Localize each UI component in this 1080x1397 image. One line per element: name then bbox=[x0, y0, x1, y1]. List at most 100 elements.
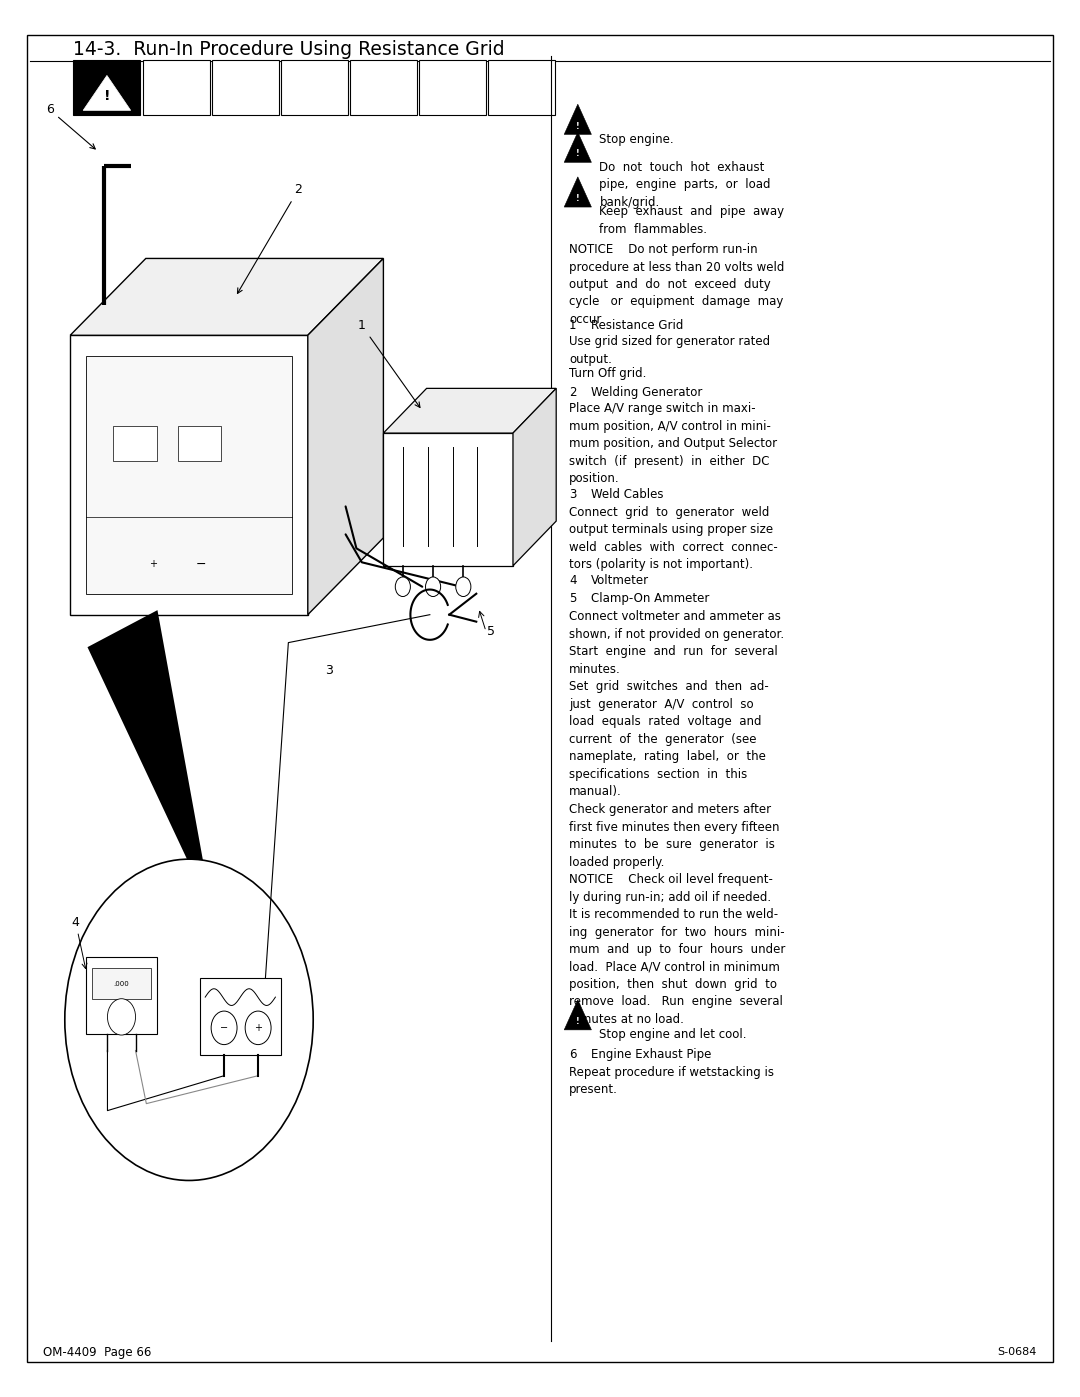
Text: 6: 6 bbox=[569, 1048, 577, 1060]
Text: Do  not  touch  hot  exhaust: Do not touch hot exhaust bbox=[599, 161, 765, 173]
Bar bbox=[281, 60, 348, 115]
Text: NOTICE    Do not perform run-in: NOTICE Do not perform run-in bbox=[569, 243, 758, 256]
Text: current  of  the  generator  (see: current of the generator (see bbox=[569, 732, 757, 746]
Text: Clamp-On Ammeter: Clamp-On Ammeter bbox=[591, 592, 710, 605]
Text: !: ! bbox=[104, 89, 110, 103]
Text: NOTICE    Check oil level frequent-: NOTICE Check oil level frequent- bbox=[569, 873, 773, 886]
Text: 6: 6 bbox=[45, 103, 95, 149]
Circle shape bbox=[212, 1011, 238, 1045]
Bar bbox=[70, 335, 308, 615]
Text: Stop engine and let cool.: Stop engine and let cool. bbox=[599, 1028, 747, 1041]
Text: −: − bbox=[220, 1023, 228, 1032]
Circle shape bbox=[245, 1011, 271, 1045]
Text: Turn Off grid.: Turn Off grid. bbox=[569, 367, 647, 380]
Text: weld  cables  with  correct  connec-: weld cables with correct connec- bbox=[569, 541, 778, 553]
Text: Check generator and meters after: Check generator and meters after bbox=[569, 803, 771, 816]
Text: 14-3.  Run-In Procedure Using Resistance Grid: 14-3. Run-In Procedure Using Resistance … bbox=[73, 39, 505, 59]
Text: It is recommended to run the weld-: It is recommended to run the weld- bbox=[569, 908, 779, 921]
Circle shape bbox=[107, 999, 136, 1035]
Text: tors (polarity is not important).: tors (polarity is not important). bbox=[569, 557, 753, 571]
Bar bbox=[143, 60, 210, 115]
Bar bbox=[212, 60, 279, 115]
Text: specifications  section  in  this: specifications section in this bbox=[569, 768, 747, 781]
Text: 3: 3 bbox=[325, 664, 334, 678]
Polygon shape bbox=[87, 610, 205, 876]
Text: procedure at less than 20 volts weld: procedure at less than 20 volts weld bbox=[569, 261, 784, 274]
Polygon shape bbox=[513, 388, 556, 566]
Bar bbox=[419, 60, 486, 115]
Text: 5: 5 bbox=[487, 624, 496, 638]
Text: switch  (if  present)  in  either  DC: switch (if present) in either DC bbox=[569, 455, 770, 468]
Circle shape bbox=[426, 577, 441, 597]
Text: minutes  to  be  sure  generator  is: minutes to be sure generator is bbox=[569, 838, 775, 851]
Text: Engine Exhaust Pipe: Engine Exhaust Pipe bbox=[591, 1048, 711, 1060]
Polygon shape bbox=[383, 388, 556, 433]
Text: Set  grid  switches  and  then  ad-: Set grid switches and then ad- bbox=[569, 680, 769, 693]
Text: loaded properly.: loaded properly. bbox=[569, 855, 664, 869]
Text: Connect voltmeter and ammeter as: Connect voltmeter and ammeter as bbox=[569, 610, 781, 623]
Text: !: ! bbox=[576, 122, 580, 130]
Text: minutes at no load.: minutes at no load. bbox=[569, 1013, 684, 1025]
Text: output terminals using proper size: output terminals using proper size bbox=[569, 522, 773, 536]
Text: !: ! bbox=[576, 1017, 580, 1025]
Bar bbox=[488, 60, 555, 115]
Polygon shape bbox=[564, 133, 592, 162]
Bar bbox=[178, 426, 221, 461]
Text: occur.: occur. bbox=[569, 313, 604, 326]
Text: −: − bbox=[195, 557, 206, 571]
Text: ly during run-in; add oil if needed.: ly during run-in; add oil if needed. bbox=[569, 891, 771, 904]
Text: 2: 2 bbox=[569, 386, 577, 398]
Text: 5: 5 bbox=[569, 592, 577, 605]
Text: Place A/V range switch in maxi-: Place A/V range switch in maxi- bbox=[569, 402, 756, 415]
Text: Welding Generator: Welding Generator bbox=[591, 386, 702, 398]
Text: output  and  do  not  exceed  duty: output and do not exceed duty bbox=[569, 278, 771, 291]
Text: Connect  grid  to  generator  weld: Connect grid to generator weld bbox=[569, 506, 770, 518]
Text: first five minutes then every fifteen: first five minutes then every fifteen bbox=[569, 821, 780, 834]
Text: S-0684: S-0684 bbox=[998, 1347, 1037, 1358]
Bar bbox=[383, 433, 513, 566]
Text: shown, if not provided on generator.: shown, if not provided on generator. bbox=[569, 629, 784, 641]
Text: mum  and  up  to  four  hours  under: mum and up to four hours under bbox=[569, 943, 785, 956]
Polygon shape bbox=[308, 258, 383, 615]
Text: output.: output. bbox=[569, 352, 612, 366]
Text: 4: 4 bbox=[569, 574, 577, 587]
Bar bbox=[350, 60, 417, 115]
Polygon shape bbox=[70, 258, 383, 335]
Text: !: ! bbox=[576, 149, 580, 158]
Text: nameplate,  rating  label,  or  the: nameplate, rating label, or the bbox=[569, 750, 766, 763]
Polygon shape bbox=[564, 177, 592, 207]
Text: pipe,  engine  parts,  or  load: pipe, engine parts, or load bbox=[599, 177, 771, 191]
Text: just  generator  A/V  control  so: just generator A/V control so bbox=[569, 697, 754, 711]
Text: !: ! bbox=[576, 194, 580, 203]
Text: load  equals  rated  voltage  and: load equals rated voltage and bbox=[569, 715, 761, 728]
Text: Stop engine.: Stop engine. bbox=[599, 133, 674, 145]
Text: .000: .000 bbox=[113, 981, 130, 986]
Text: OM-4409  Page 66: OM-4409 Page 66 bbox=[43, 1345, 151, 1359]
Text: manual).: manual). bbox=[569, 785, 622, 798]
Polygon shape bbox=[564, 105, 592, 134]
Text: bank/grid.: bank/grid. bbox=[599, 196, 660, 208]
Text: 4: 4 bbox=[71, 915, 87, 968]
Text: 2: 2 bbox=[238, 183, 302, 293]
Text: +: + bbox=[254, 1023, 262, 1032]
Text: from  flammables.: from flammables. bbox=[599, 224, 707, 236]
Text: Weld Cables: Weld Cables bbox=[591, 488, 663, 500]
Polygon shape bbox=[83, 75, 131, 110]
Text: position,  then  shut  down  grid  to: position, then shut down grid to bbox=[569, 978, 778, 990]
Text: 1: 1 bbox=[569, 319, 577, 331]
Bar bbox=[86, 957, 157, 1034]
Bar bbox=[200, 978, 281, 1055]
Text: 3: 3 bbox=[569, 488, 577, 500]
Text: cycle   or  equipment  damage  may: cycle or equipment damage may bbox=[569, 296, 783, 309]
Circle shape bbox=[395, 577, 410, 597]
Text: present.: present. bbox=[569, 1084, 618, 1097]
Text: load.  Place A/V control in minimum: load. Place A/V control in minimum bbox=[569, 961, 780, 974]
Text: position.: position. bbox=[569, 472, 620, 485]
Circle shape bbox=[456, 577, 471, 597]
Text: Repeat procedure if wetstacking is: Repeat procedure if wetstacking is bbox=[569, 1066, 774, 1078]
Bar bbox=[86, 356, 292, 594]
Circle shape bbox=[65, 859, 313, 1180]
Text: mum position, A/V control in mini-: mum position, A/V control in mini- bbox=[569, 419, 771, 433]
Text: ing  generator  for  two  hours  mini-: ing generator for two hours mini- bbox=[569, 926, 785, 939]
Text: 1: 1 bbox=[357, 319, 420, 408]
